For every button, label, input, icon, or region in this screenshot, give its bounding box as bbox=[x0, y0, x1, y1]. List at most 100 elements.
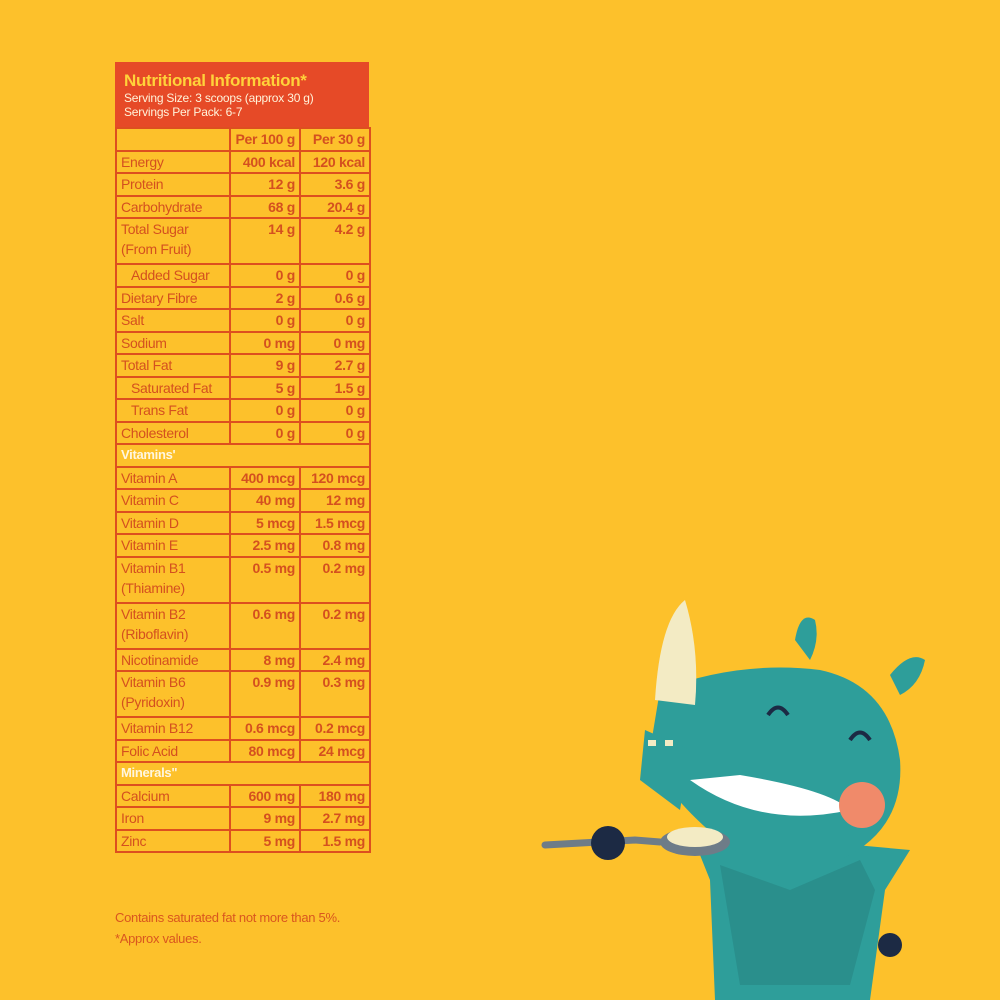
value-per-30g: 0 g bbox=[299, 420, 371, 445]
serving-size: Serving Size: 3 scoops (approx 30 g) bbox=[124, 91, 314, 105]
nutrient-name: Protein bbox=[115, 172, 231, 197]
table-row: Carbohydrate 68 g 20.4 g bbox=[115, 194, 371, 219]
nutrient-name: Sodium bbox=[115, 330, 231, 355]
value-per-100g: 0 g bbox=[229, 398, 301, 423]
value-per-100g: 40 mg bbox=[229, 488, 301, 513]
footnote-approx: *Approx values. bbox=[115, 931, 202, 946]
value-per-100g: 2.5 mg bbox=[229, 533, 301, 558]
nutrient-name: Dietary Fibre bbox=[115, 285, 231, 310]
nutrient-name: Added Sugar bbox=[115, 263, 231, 288]
rhino-mouth bbox=[690, 775, 850, 816]
value-per-30g: 120 mcg bbox=[299, 465, 371, 490]
column-header-nutrient bbox=[115, 127, 231, 152]
value-per-30g: 0 g bbox=[299, 263, 371, 288]
value-per-100g: 0.6 mg bbox=[229, 601, 301, 650]
table-row: Vitamin B2 (Riboflavin) 0.6 mg 0.2 mg bbox=[115, 601, 371, 650]
rhino-ear-right bbox=[890, 657, 925, 695]
nutrient-name: Vitamin E bbox=[115, 533, 231, 558]
value-per-30g: 2.4 mg bbox=[299, 647, 371, 672]
value-per-30g: 24 mcg bbox=[299, 738, 371, 763]
nutrient-name: Calcium bbox=[115, 783, 231, 808]
nutrient-name: Cholesterol bbox=[115, 420, 231, 445]
nutrient-name: Energy bbox=[115, 149, 231, 174]
rhino-hand bbox=[591, 826, 625, 860]
nutrient-name: Iron bbox=[115, 806, 231, 831]
value-per-100g: 9 g bbox=[229, 353, 301, 378]
nutrient-name: Nicotinamide bbox=[115, 647, 231, 672]
nutrient-name: Salt bbox=[115, 308, 231, 333]
value-per-30g: 3.6 g bbox=[299, 172, 371, 197]
value-per-30g: 1.5 mg bbox=[299, 828, 371, 853]
table-row: Nicotinamide 8 mg 2.4 mg bbox=[115, 647, 371, 672]
nutrient-name: Total Fat bbox=[115, 353, 231, 378]
section-row: Vitamins' bbox=[115, 443, 371, 468]
nutrient-name: Total Sugar (From Fruit) bbox=[115, 217, 231, 265]
value-per-30g: 0.2 mg bbox=[299, 601, 371, 650]
nutrient-name: Vitamin A bbox=[115, 465, 231, 490]
value-per-100g: 14 g bbox=[229, 217, 301, 265]
nutrient-name: Vitamin B6 (Pyridoxin) bbox=[115, 670, 231, 718]
table-row: Saturated Fat 5 g 1.5 g bbox=[115, 375, 371, 400]
nutrient-name: Saturated Fat bbox=[115, 375, 231, 400]
column-header-per-30g: Per 30 g bbox=[299, 127, 371, 152]
table-row: Vitamin A 400 mcg 120 mcg bbox=[115, 465, 371, 490]
value-per-30g: 2.7 mg bbox=[299, 806, 371, 831]
value-per-30g: 1.5 g bbox=[299, 375, 371, 400]
value-per-30g: 0.6 g bbox=[299, 285, 371, 310]
value-per-100g: 12 g bbox=[229, 172, 301, 197]
value-per-30g: 20.4 g bbox=[299, 194, 371, 219]
table-row: Total Fat 9 g 2.7 g bbox=[115, 353, 371, 378]
rhino-snout bbox=[640, 730, 690, 810]
nutrition-table: Per 100 g Per 30 g Energy 400 kcal 120 kca… bbox=[115, 127, 371, 853]
nutrient-name: Zinc bbox=[115, 828, 231, 853]
section-row: Minerals" bbox=[115, 761, 371, 786]
nutrient-name: Folic Acid bbox=[115, 738, 231, 763]
nutrient-name: Vitamin B2 (Riboflavin) bbox=[115, 601, 231, 650]
value-per-100g: 0 g bbox=[229, 420, 301, 445]
table-row: Vitamin C 40 mg 12 mg bbox=[115, 488, 371, 513]
footnotes: Contains saturated fat not more than 5%.… bbox=[115, 907, 340, 949]
nutrient-name: Trans Fat bbox=[115, 398, 231, 423]
rhino-ear-left bbox=[795, 617, 817, 660]
nutrient-name: Vitamin B1 (Thiamine) bbox=[115, 555, 231, 604]
rhino-mascot-illustration bbox=[541, 600, 925, 1000]
value-per-100g: 600 mg bbox=[229, 783, 301, 808]
value-per-30g: 0 g bbox=[299, 398, 371, 423]
nutrient-name: Vitamin B12 bbox=[115, 716, 231, 741]
table-row: Total Sugar (From Fruit) 14 g 4.2 g bbox=[115, 217, 371, 265]
table-row: Energy 400 kcal 120 kcal bbox=[115, 149, 371, 174]
table-row: Vitamin B6 (Pyridoxin) 0.9 mg 0.3 mg bbox=[115, 670, 371, 718]
rhino-horn bbox=[655, 600, 697, 705]
value-per-100g: 0 mg bbox=[229, 330, 301, 355]
nutrient-name: Vitamin D bbox=[115, 510, 231, 535]
footnote-saturated-fat: Contains saturated fat not more than 5%. bbox=[115, 910, 341, 925]
value-per-30g: 4.2 g bbox=[299, 217, 371, 265]
value-per-30g: 120 kcal bbox=[299, 149, 371, 174]
value-per-30g: 0 g bbox=[299, 308, 371, 333]
table-row: Protein 12 g 3.6 g bbox=[115, 172, 371, 197]
value-per-100g: 8 mg bbox=[229, 647, 301, 672]
value-per-100g: 5 mcg bbox=[229, 510, 301, 535]
rhino-bib bbox=[720, 860, 875, 985]
value-per-30g: 180 mg bbox=[299, 783, 371, 808]
nutrition-header: Nutritional Information* Serving Size: 3… bbox=[115, 62, 369, 127]
table-row: Calcium 600 mg 180 mg bbox=[115, 783, 371, 808]
rhino-eye-right bbox=[848, 730, 872, 742]
value-per-30g: 0.2 mg bbox=[299, 555, 371, 604]
nutrient-name: Vitamin C bbox=[115, 488, 231, 513]
column-header-per-100g: Per 100 g bbox=[229, 127, 301, 152]
servings-per-pack: Servings Per Pack: 6-7 bbox=[124, 105, 243, 119]
value-per-30g: 0.8 mg bbox=[299, 533, 371, 558]
table-row: Sodium 0 mg 0 mg bbox=[115, 330, 371, 355]
spoon-handle bbox=[541, 836, 664, 849]
section-label: Minerals" bbox=[115, 761, 371, 786]
nutrition-title: Nutritional Information* bbox=[124, 71, 307, 90]
value-per-100g: 400 mcg bbox=[229, 465, 301, 490]
value-per-30g: 0 mg bbox=[299, 330, 371, 355]
value-per-100g: 9 mg bbox=[229, 806, 301, 831]
table-row: Vitamin B1 (Thiamine) 0.5 mg 0.2 mg bbox=[115, 555, 371, 604]
